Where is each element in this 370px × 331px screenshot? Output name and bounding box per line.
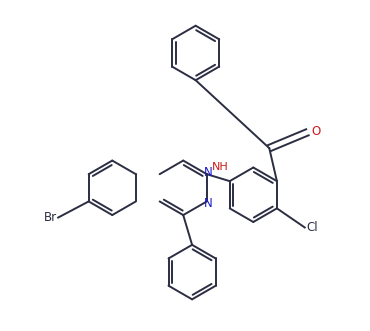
Text: Br: Br bbox=[43, 211, 57, 224]
Text: Cl: Cl bbox=[306, 221, 318, 234]
Text: N: N bbox=[204, 166, 213, 179]
Text: O: O bbox=[312, 125, 321, 138]
Text: N: N bbox=[204, 197, 213, 210]
Text: NH: NH bbox=[212, 162, 228, 172]
